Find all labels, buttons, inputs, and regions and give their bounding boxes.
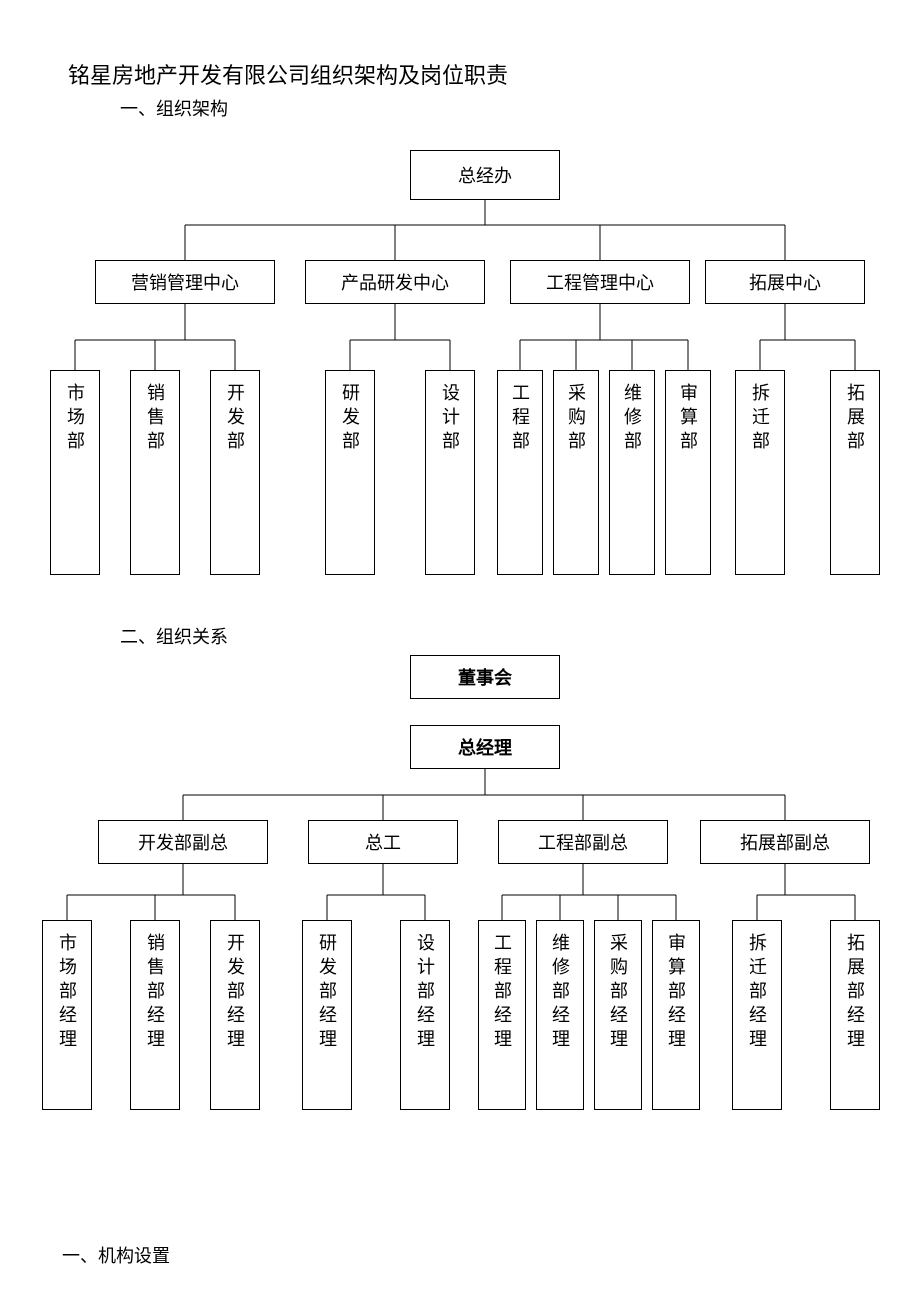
org2-dept-label: 维修部经理 — [547, 933, 573, 1053]
org1-center: 工程管理中心 — [510, 260, 690, 304]
org1-dept: 开发部 — [210, 370, 260, 575]
org1-dept: 审算部 — [665, 370, 711, 575]
org1-dept-label: 采购部 — [563, 383, 589, 455]
org1-center-label: 产品研发中心 — [341, 269, 449, 295]
org1-center: 产品研发中心 — [305, 260, 485, 304]
org2-root1-label: 董事会 — [458, 664, 512, 690]
org2-dept: 审算部经理 — [652, 920, 700, 1110]
org2-dept-label: 设计部经理 — [412, 933, 438, 1053]
org1-dept-label: 拆迁部 — [747, 383, 773, 455]
org2-root2-label: 总经理 — [458, 734, 512, 760]
org2-center-label: 工程部副总 — [538, 829, 628, 855]
org1-center: 营销管理中心 — [95, 260, 275, 304]
org2-root2: 总经理 — [410, 725, 560, 769]
org2-dept-label: 采购部经理 — [605, 933, 631, 1053]
org2-dept: 市场部经理 — [42, 920, 92, 1110]
org2-dept: 研发部经理 — [302, 920, 352, 1110]
org2-dept-label: 工程部经理 — [489, 933, 515, 1053]
org1-dept: 工程部 — [497, 370, 543, 575]
section-3-label: 一、机构设置 — [62, 1242, 170, 1268]
org2-dept-label: 拆迁部经理 — [744, 933, 770, 1053]
org2-dept: 拓展部经理 — [830, 920, 880, 1110]
org2-center: 总工 — [308, 820, 458, 864]
org1-dept: 维修部 — [609, 370, 655, 575]
org2-center: 拓展部副总 — [700, 820, 870, 864]
org1-dept: 市场部 — [50, 370, 100, 575]
org1-root: 总经办 — [410, 150, 560, 200]
org2-dept: 拆迁部经理 — [732, 920, 782, 1110]
org2-center-label: 开发部副总 — [138, 829, 228, 855]
org1-center-label: 拓展中心 — [749, 269, 821, 295]
org1-dept-label: 市场部 — [62, 383, 88, 455]
org2-dept-label: 市场部经理 — [54, 933, 80, 1053]
org2-dept-label: 审算部经理 — [663, 933, 689, 1053]
org1-dept-label: 拓展部 — [842, 383, 868, 455]
org1-dept: 拓展部 — [830, 370, 880, 575]
org2-center-label: 拓展部副总 — [740, 829, 830, 855]
org2-center: 工程部副总 — [498, 820, 668, 864]
org1-dept-label: 研发部 — [337, 383, 363, 455]
org2-dept: 维修部经理 — [536, 920, 584, 1110]
org2-root1: 董事会 — [410, 655, 560, 699]
org1-dept: 研发部 — [325, 370, 375, 575]
org1-dept: 销售部 — [130, 370, 180, 575]
section-2-label: 二、组织关系 — [120, 623, 228, 649]
org1-center-label: 营销管理中心 — [131, 269, 239, 295]
org1-dept-label: 设计部 — [437, 383, 463, 455]
org2-dept: 工程部经理 — [478, 920, 526, 1110]
org1-dept-label: 审算部 — [675, 383, 701, 455]
org2-dept-label: 拓展部经理 — [842, 933, 868, 1053]
section-1-label: 一、组织架构 — [120, 95, 228, 121]
org2-dept-label: 销售部经理 — [142, 933, 168, 1053]
org2-dept-label: 开发部经理 — [222, 933, 248, 1053]
org1-dept: 设计部 — [425, 370, 475, 575]
org1-center-label: 工程管理中心 — [546, 269, 654, 295]
org2-dept: 开发部经理 — [210, 920, 260, 1110]
org1-dept-label: 开发部 — [222, 383, 248, 455]
org2-dept: 采购部经理 — [594, 920, 642, 1110]
document-title: 铭星房地产开发有限公司组织架构及岗位职责 — [68, 58, 508, 90]
org1-dept-label: 维修部 — [619, 383, 645, 455]
org2-center: 开发部副总 — [98, 820, 268, 864]
org1-dept-label: 工程部 — [507, 383, 533, 455]
org1-center: 拓展中心 — [705, 260, 865, 304]
org2-dept: 设计部经理 — [400, 920, 450, 1110]
org2-dept-label: 研发部经理 — [314, 933, 340, 1053]
org2-center-label: 总工 — [365, 829, 401, 855]
org1-dept: 采购部 — [553, 370, 599, 575]
org1-root-label: 总经办 — [458, 162, 512, 188]
org2-dept: 销售部经理 — [130, 920, 180, 1110]
org1-dept-label: 销售部 — [142, 383, 168, 455]
org1-dept: 拆迁部 — [735, 370, 785, 575]
